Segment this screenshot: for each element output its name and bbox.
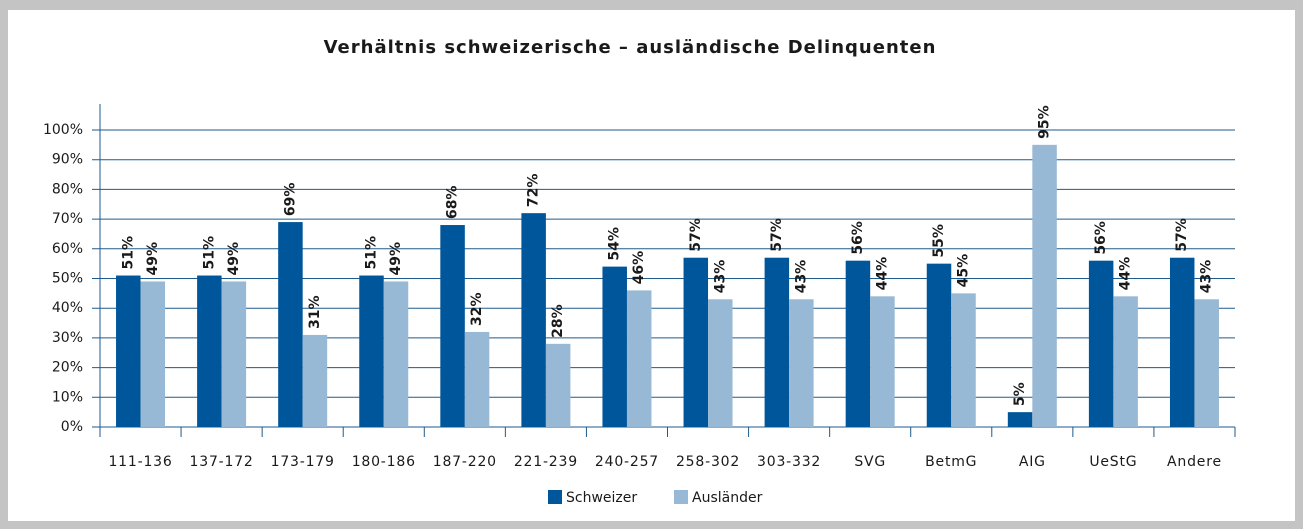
bar <box>464 331 490 427</box>
value-label: 56% <box>1093 221 1109 255</box>
value-label: 43% <box>1199 260 1215 294</box>
y-tick-label: 100% <box>43 122 83 138</box>
bar <box>278 222 303 427</box>
y-tick-label: 80% <box>52 181 83 197</box>
bar <box>1007 412 1033 427</box>
bar <box>708 299 733 427</box>
x-tick-label: BetmG <box>925 454 977 470</box>
y-tick-label: 70% <box>52 211 83 227</box>
bar <box>116 275 141 427</box>
value-label: 32% <box>469 292 485 326</box>
value-label: 44% <box>1118 257 1134 291</box>
value-label: 56% <box>850 221 866 255</box>
y-tick-label: 0% <box>61 419 83 435</box>
bar <box>140 281 166 427</box>
bar <box>764 257 790 427</box>
value-label: 28% <box>550 304 566 338</box>
bar <box>845 260 871 427</box>
bar <box>545 343 571 427</box>
y-tick-label: 10% <box>52 389 83 405</box>
legend-swatch <box>674 490 688 504</box>
bar <box>1032 144 1057 427</box>
x-tick-label: 111-136 <box>108 454 172 470</box>
bar <box>789 299 814 427</box>
bar <box>1088 260 1114 427</box>
bar <box>602 266 627 427</box>
bar <box>951 293 976 427</box>
y-tick-label: 40% <box>52 300 83 316</box>
y-tick-label: 90% <box>52 152 83 168</box>
value-label: 31% <box>307 295 323 329</box>
x-tick-label: 173-179 <box>271 454 335 470</box>
bar <box>1194 299 1219 427</box>
bar <box>359 275 384 427</box>
value-label: 72% <box>526 174 542 208</box>
bar <box>870 296 895 427</box>
x-tick-label: SVG <box>854 454 886 470</box>
value-label: 51% <box>120 236 136 270</box>
value-label: 51% <box>201 236 217 270</box>
y-tick-label: 30% <box>52 330 83 346</box>
value-label: 57% <box>688 218 704 252</box>
value-label: 46% <box>631 251 647 285</box>
x-tick-label: 221-239 <box>514 454 578 470</box>
value-label: 69% <box>282 183 298 217</box>
value-label: 44% <box>874 257 890 291</box>
value-label: 54% <box>607 227 623 261</box>
x-tick-label: AIG <box>1019 454 1046 470</box>
value-label: 45% <box>956 254 972 288</box>
legend-label: Schweizer <box>566 490 637 506</box>
value-label: 57% <box>769 218 785 252</box>
legend-swatch <box>548 490 562 504</box>
value-label: 57% <box>1174 218 1190 252</box>
value-label: 5% <box>1012 382 1028 406</box>
bar <box>1113 296 1138 427</box>
legend-label: Ausländer <box>692 490 763 506</box>
value-label: 51% <box>364 236 380 270</box>
bar <box>521 213 546 427</box>
x-tick-label: 258-302 <box>676 454 740 470</box>
bar <box>683 257 709 427</box>
x-tick-label: UeStG <box>1089 454 1137 470</box>
value-label: 49% <box>226 242 242 276</box>
bar <box>926 263 952 427</box>
y-tick-label: 20% <box>52 360 83 376</box>
x-tick-label: 137-172 <box>190 454 254 470</box>
value-label: 68% <box>445 186 461 220</box>
bar <box>197 275 222 427</box>
bar <box>1169 257 1195 427</box>
x-tick-label: 187-220 <box>433 454 497 470</box>
y-tick-label: 50% <box>52 271 83 287</box>
bar <box>383 281 409 427</box>
value-label: 43% <box>712 260 728 294</box>
x-tick-label: 303-332 <box>757 454 821 470</box>
x-tick-label: 180-186 <box>352 454 416 470</box>
value-label: 95% <box>1037 105 1053 139</box>
bar <box>626 290 652 427</box>
x-tick-label: Andere <box>1167 454 1222 470</box>
y-tick-label: 60% <box>52 241 83 257</box>
chart-background <box>8 10 1295 521</box>
bar <box>221 281 247 427</box>
x-tick-label: 240-257 <box>595 454 659 470</box>
value-label: 49% <box>145 242 161 276</box>
value-label: 43% <box>793 260 809 294</box>
value-label: 49% <box>388 242 404 276</box>
bar <box>302 334 328 427</box>
chart-title: Verhältnis schweizerische – ausländische… <box>324 37 937 58</box>
value-label: 55% <box>931 224 947 258</box>
bar <box>440 225 465 427</box>
